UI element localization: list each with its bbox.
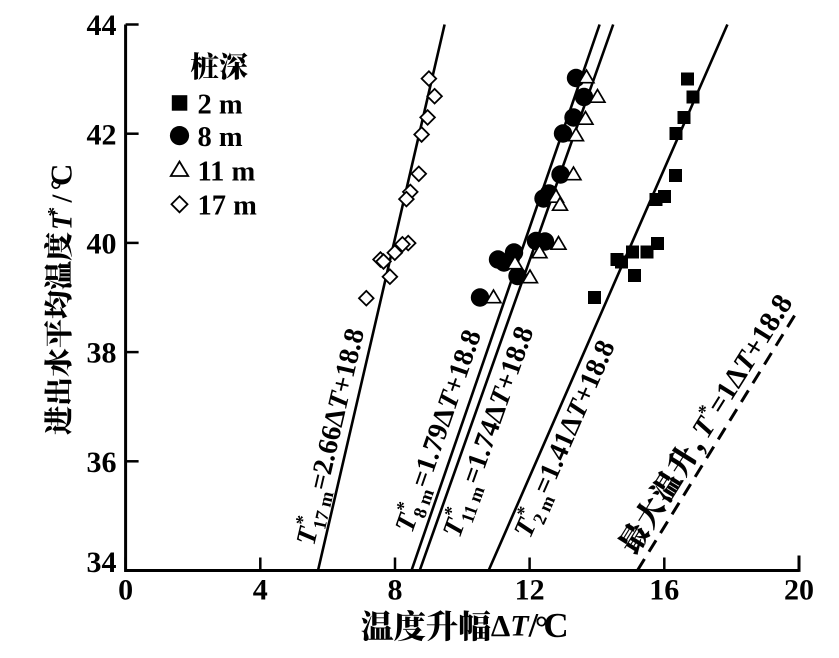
- svg-text:36: 36: [87, 446, 117, 479]
- svg-text:17 m: 17 m: [198, 191, 258, 222]
- svg-text:Δ: Δ: [491, 608, 510, 643]
- svg-text:C: C: [543, 606, 568, 645]
- svg-text:°: °: [535, 611, 548, 647]
- svg-text:38: 38: [87, 337, 117, 370]
- svg-text:/: /: [48, 194, 79, 204]
- svg-text:12: 12: [515, 574, 545, 607]
- svg-text:34: 34: [87, 546, 117, 579]
- svg-text:T: T: [510, 610, 530, 643]
- svg-text:40: 40: [87, 228, 117, 261]
- svg-text:42: 42: [87, 118, 117, 151]
- svg-text:4: 4: [253, 574, 268, 607]
- svg-text:°: °: [44, 178, 79, 190]
- svg-text:2 m: 2 m: [198, 89, 243, 120]
- svg-text:8: 8: [388, 574, 403, 607]
- svg-text:C: C: [44, 164, 79, 186]
- svg-text:*: *: [292, 513, 315, 527]
- svg-text:44: 44: [87, 9, 117, 42]
- svg-text:16: 16: [649, 574, 679, 607]
- svg-text:0: 0: [118, 574, 133, 607]
- svg-text:/: /: [528, 607, 539, 644]
- svg-text:8 m: 8 m: [198, 122, 243, 153]
- svg-text:*: *: [45, 207, 66, 217]
- svg-text:11 m: 11 m: [198, 156, 256, 187]
- svg-text:T: T: [48, 211, 79, 230]
- svg-text:20: 20: [784, 574, 814, 607]
